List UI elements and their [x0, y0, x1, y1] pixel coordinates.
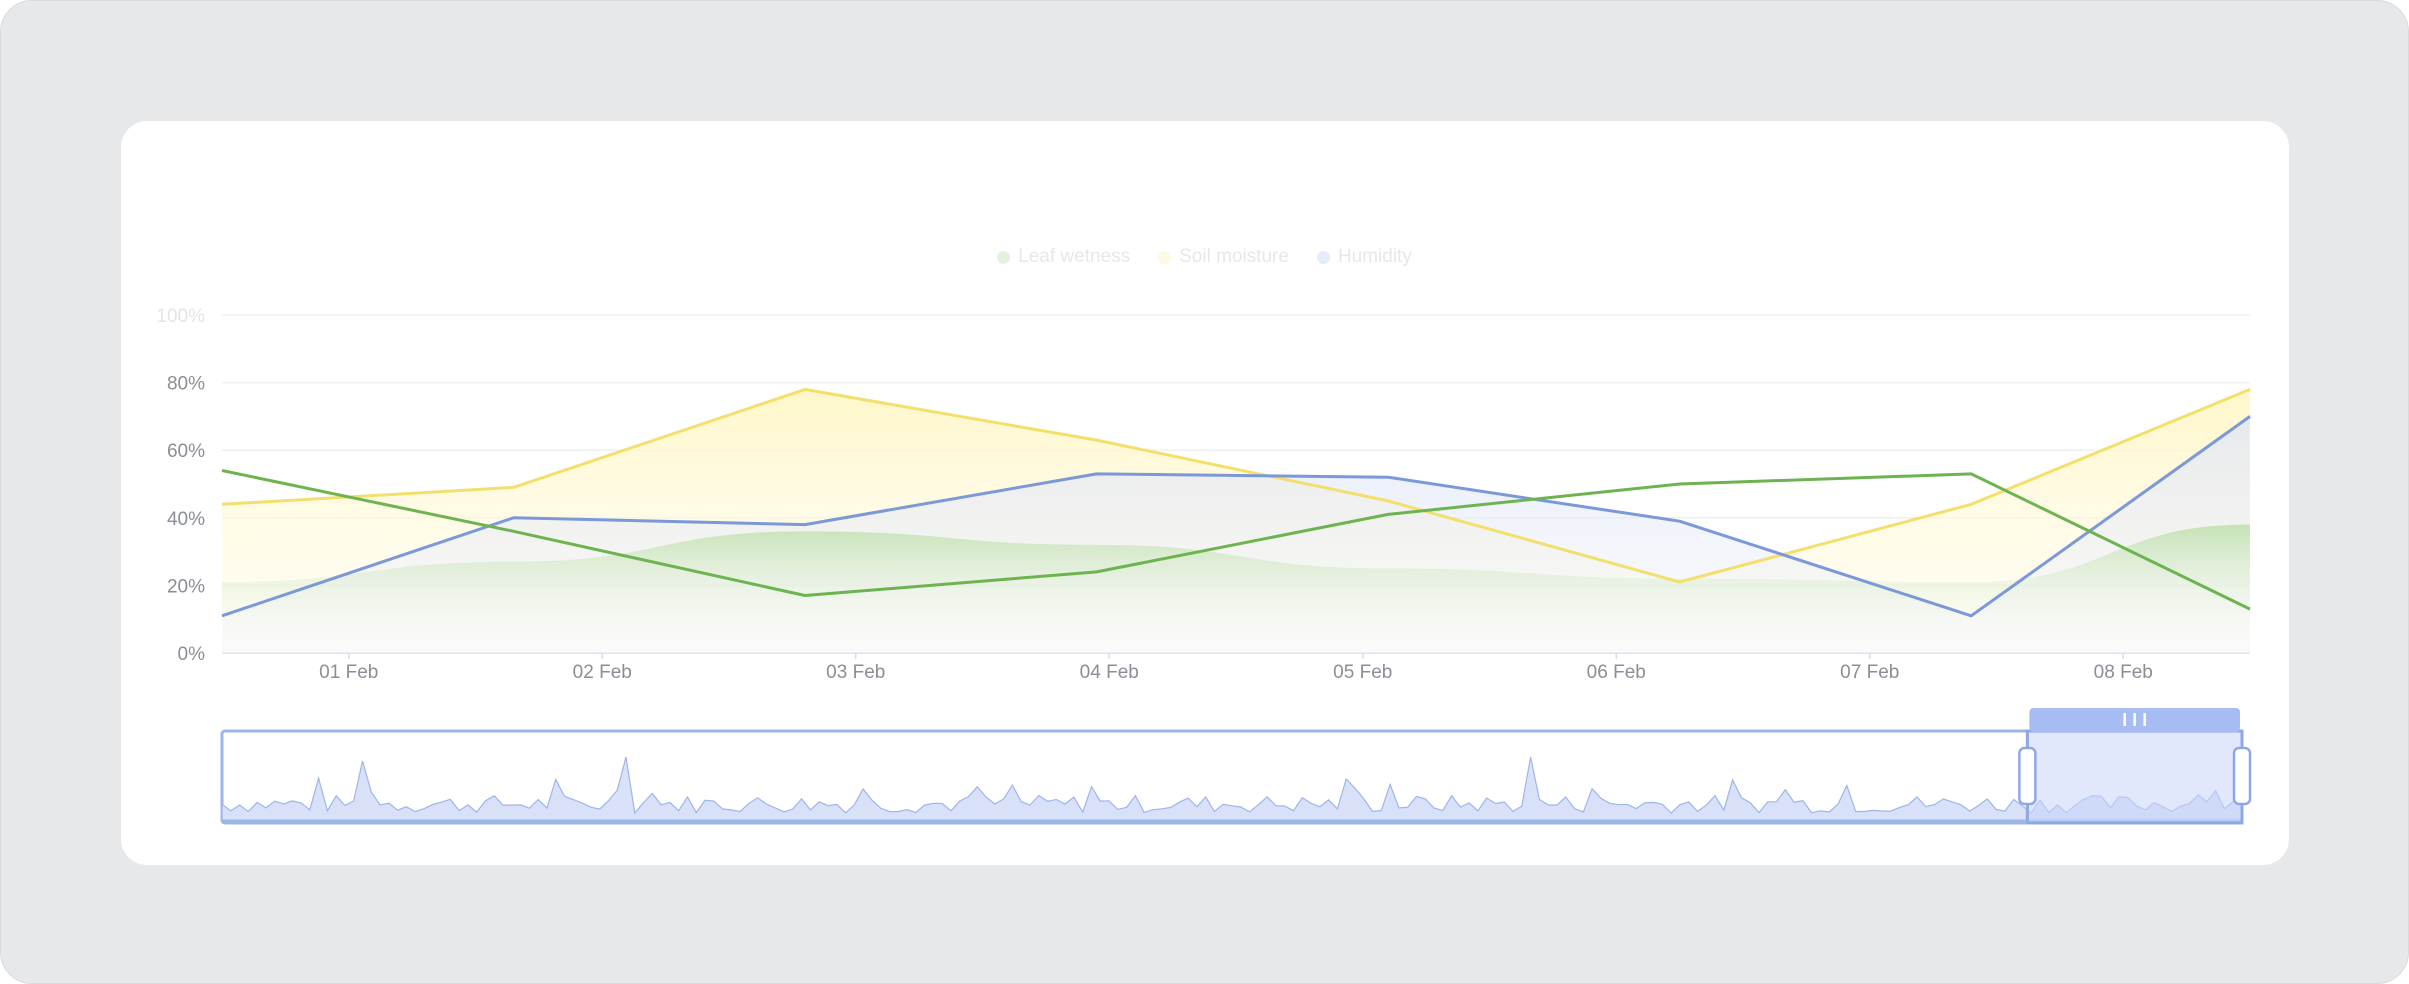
legend-item-leaf-wetness[interactable]: Leaf wetness: [997, 246, 1130, 268]
line-layer: [220, 387, 2252, 618]
data-point[interactable]: [1095, 438, 1099, 442]
data-point[interactable]: [1969, 472, 1973, 476]
x-tick-label: 05 Feb: [1333, 662, 1392, 683]
data-point[interactable]: [1678, 580, 1682, 584]
data-point[interactable]: [220, 614, 224, 618]
x-tick-label: 02 Feb: [573, 662, 632, 683]
data-point[interactable]: [1386, 475, 1390, 479]
legend-label: Humidity: [1337, 246, 1412, 267]
data-point[interactable]: [512, 516, 516, 520]
data-point[interactable]: [1095, 570, 1099, 574]
data-point[interactable]: [1095, 472, 1099, 476]
x-tick-label: 08 Feb: [2094, 662, 2153, 683]
legend-dot-icon: [997, 250, 1011, 264]
data-point[interactable]: [1678, 519, 1682, 523]
data-point[interactable]: [2248, 607, 2252, 611]
data-point[interactable]: [512, 529, 516, 533]
y-tick-label: 80%: [167, 374, 205, 395]
data-point[interactable]: [803, 594, 807, 598]
data-point[interactable]: [220, 502, 224, 506]
legend-label: Soil moisture: [1179, 246, 1289, 267]
navigator-handle-left[interactable]: [2018, 746, 2037, 806]
data-point[interactable]: [1386, 499, 1390, 503]
navigator[interactable]: [220, 708, 2252, 825]
x-tick-label: 01 Feb: [319, 662, 378, 683]
data-point[interactable]: [803, 387, 807, 391]
soil-moisture-line[interactable]: [221, 387, 2251, 584]
x-tick-label: 07 Feb: [1840, 662, 1899, 683]
legend-dot-icon: [1316, 250, 1330, 264]
data-point[interactable]: [1969, 614, 1973, 618]
data-point[interactable]: [1386, 512, 1390, 516]
y-tick-label: 100%: [156, 306, 205, 327]
axis-layer: 0% 20% 40% 60% 80% 100% 01 Feb 02 Feb 03 Feb 04 F…: [156, 306, 2152, 683]
y-tick-label: 0%: [178, 644, 206, 665]
data-point[interactable]: [2248, 387, 2252, 391]
navigator-selection[interactable]: [2025, 729, 2244, 825]
leaf-wetness-line[interactable]: [221, 469, 2251, 611]
legend-label: Leaf wetness: [1018, 246, 1131, 267]
x-tick-label: 03 Feb: [826, 662, 885, 683]
chart-legend: Leaf wetness Soil moisture Humidity: [0, 246, 2409, 268]
x-tick-label: 06 Feb: [1587, 662, 1646, 683]
data-point[interactable]: [2248, 414, 2252, 418]
data-point[interactable]: [512, 485, 516, 489]
x-tick-label: 04 Feb: [1080, 662, 1139, 683]
legend-item-soil-moisture[interactable]: Soil moisture: [1158, 246, 1289, 268]
data-point[interactable]: [1678, 482, 1682, 486]
leaf-wetness-band: [222, 524, 2250, 653]
legend-item-humidity[interactable]: Humidity: [1316, 246, 1412, 268]
navigator-handle-right[interactable]: [2232, 746, 2252, 806]
y-tick-label: 40%: [167, 509, 205, 530]
y-tick-label: 20%: [167, 576, 205, 597]
y-tick-label: 60%: [167, 441, 205, 462]
data-point[interactable]: [803, 523, 807, 527]
humidity-line[interactable]: [221, 415, 2251, 618]
area-layer: [222, 389, 2250, 653]
data-point[interactable]: [220, 468, 224, 472]
legend-dot-icon: [1158, 250, 1172, 264]
navigator-series: [221, 756, 2243, 822]
data-point[interactable]: [1969, 502, 1973, 506]
